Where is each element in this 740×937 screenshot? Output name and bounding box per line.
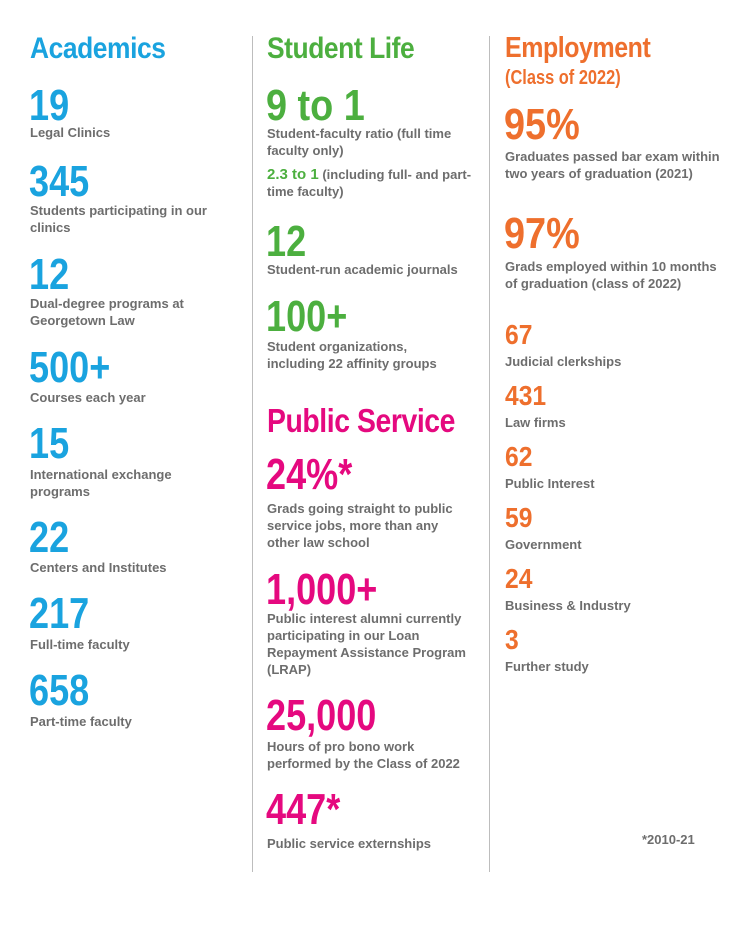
employment-title: Employment (505, 32, 651, 64)
ratio-alt-value: 2.3 to 1 (267, 166, 319, 183)
ratio-alt-block: 2.3 to 1 (including full- and part-time … (267, 166, 477, 200)
stat-value: 67 (505, 319, 533, 350)
stat-label: Courses each year (30, 390, 146, 405)
stat-value: 217 (29, 589, 90, 638)
stat-value: 95% (504, 100, 580, 149)
divider-left (252, 36, 253, 872)
divider-right (489, 36, 490, 872)
stat-label: Law firms (505, 415, 566, 430)
stat-value: 500+ (29, 343, 111, 392)
stat-label: Graduates passed bar exam within two yea… (505, 149, 720, 181)
stat-label: Government (505, 537, 582, 552)
stat-label: Student-run academic journals (267, 262, 458, 277)
public-service-title: Public Service (267, 402, 456, 439)
stat-value: 12 (266, 217, 307, 266)
stat-value: 12 (29, 250, 70, 299)
stat-label: International exchange programs (30, 467, 172, 499)
stat-label: Further study (505, 659, 589, 674)
stat-value: 658 (29, 666, 90, 715)
stat-value: 3 (505, 624, 519, 655)
stat-label: Business & Industry (505, 598, 631, 613)
stat-value: 447* (266, 785, 341, 834)
stat-value: 24 (505, 563, 533, 594)
stat-label: Hours of pro bono work performed by the … (267, 739, 460, 771)
stat-label: Public interest alumni currently partici… (267, 611, 466, 677)
stat-value: 62 (505, 441, 533, 472)
stat-label: Grads going straight to public service j… (267, 501, 453, 550)
stat-value: 22 (29, 513, 70, 562)
stat-value: 100+ (266, 292, 348, 341)
stat-value: 24%* (266, 450, 353, 499)
stat-value: 1,000+ (266, 565, 378, 614)
student-life-title: Student Life (267, 32, 415, 65)
stat-value: 19 (29, 81, 70, 130)
footnote: *2010-21 (642, 832, 695, 847)
stat-label: Grads employed within 10 months of gradu… (505, 259, 717, 291)
stat-value: 345 (29, 157, 90, 206)
stat-label: Full-time faculty (30, 637, 130, 652)
stat-value: 431 (505, 380, 547, 411)
stat-label: Public Interest (505, 476, 595, 491)
stat-value: 59 (505, 502, 533, 533)
academics-title: Academics (30, 32, 166, 65)
stat-value: 9 to 1 (266, 81, 365, 130)
stat-label: Legal Clinics (30, 125, 111, 140)
stat-label: Dual-degree programs at Georgetown Law (30, 296, 184, 328)
stat-value: 25,000 (266, 691, 377, 740)
stat-label: Centers and Institutes (30, 560, 167, 575)
stat-label: Student-faculty ratio (full time faculty… (267, 126, 452, 158)
ratio-alt-label: (including full- and part-time faculty) (267, 167, 472, 199)
employment-subtitle: (Class of 2022) (505, 67, 621, 89)
stat-label: Students participating in our clinics (30, 203, 207, 235)
stat-label: Judicial clerkships (505, 354, 622, 369)
stat-label: Part-time faculty (30, 714, 132, 729)
stat-value: 97% (504, 209, 580, 258)
stat-label: Public service externships (267, 836, 432, 851)
stat-label: Student organizations, including 22 affi… (267, 339, 437, 371)
stat-value: 15 (29, 419, 70, 468)
